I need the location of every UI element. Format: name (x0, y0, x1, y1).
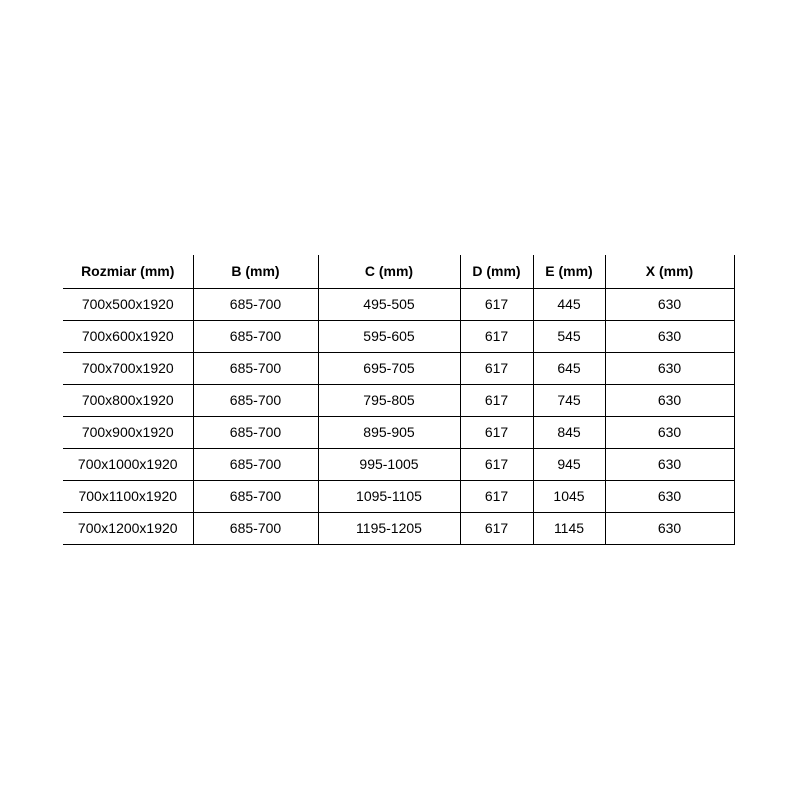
table-cell: 645 (533, 352, 606, 385)
column-header: B (mm) (193, 255, 319, 289)
table-cell: 700x500x1920 (63, 288, 194, 321)
table-cell: 895-905 (318, 416, 461, 449)
table-cell: 685-700 (193, 512, 319, 545)
header-row: Rozmiar (mm) B (mm) C (mm) D (mm) E (mm) X (m… (63, 255, 735, 289)
table-cell: 945 (533, 448, 606, 481)
table-cell: 700x600x1920 (63, 320, 194, 353)
table-cell: 617 (460, 480, 534, 513)
table-cell: 617 (460, 384, 534, 417)
column-header: X (mm) (605, 255, 735, 289)
table-cell: 617 (460, 448, 534, 481)
table-cell: 495-505 (318, 288, 461, 321)
column-header: E (mm) (533, 255, 606, 289)
column-header: D (mm) (460, 255, 534, 289)
table-cell: 685-700 (193, 480, 319, 513)
table-cell: 995-1005 (318, 448, 461, 481)
column-header: C (mm) (318, 255, 461, 289)
table-row: 700x500x1920 685-700 495-505 617 445 630 (63, 288, 735, 321)
table-row: 700x1000x1920 685-700 995-1005 617 945 630 (63, 448, 735, 481)
table-row: 700x1100x1920 685-700 1095-1105 617 1045 630 (63, 480, 735, 513)
table-cell: 1095-1105 (318, 480, 461, 513)
table-cell: 700x900x1920 (63, 416, 194, 449)
table-row: 700x1200x1920 685-700 1195-1205 617 1145 630 (63, 512, 735, 545)
table-cell: 700x1200x1920 (63, 512, 194, 545)
table-cell: 685-700 (193, 320, 319, 353)
table-cell: 1145 (533, 512, 606, 545)
table-cell: 445 (533, 288, 606, 321)
table-cell: 685-700 (193, 416, 319, 449)
table-cell: 745 (533, 384, 606, 417)
table-cell: 685-700 (193, 448, 319, 481)
table-cell: 630 (605, 384, 735, 417)
table-cell: 617 (460, 416, 534, 449)
table-header: Rozmiar (mm) B (mm) C (mm) D (mm) E (mm) X (m… (63, 255, 735, 289)
table-cell: 630 (605, 512, 735, 545)
table-cell: 700x700x1920 (63, 352, 194, 385)
table-cell: 630 (605, 480, 735, 513)
table-cell: 795-805 (318, 384, 461, 417)
table-cell: 617 (460, 288, 534, 321)
table-cell: 630 (605, 448, 735, 481)
table-cell: 700x1000x1920 (63, 448, 194, 481)
table-body: 700x500x1920 685-700 495-505 617 445 630 700x6… (63, 288, 735, 545)
table-cell: 695-705 (318, 352, 461, 385)
table-cell: 630 (605, 352, 735, 385)
table-cell: 1195-1205 (318, 512, 461, 545)
table-cell: 685-700 (193, 288, 319, 321)
column-header: Rozmiar (mm) (63, 255, 194, 289)
table-row: 700x700x1920 685-700 695-705 617 645 630 (63, 352, 735, 385)
table-cell: 1045 (533, 480, 606, 513)
table-cell: 685-700 (193, 384, 319, 417)
table-cell: 630 (605, 320, 735, 353)
table-row: 700x900x1920 685-700 895-905 617 845 630 (63, 416, 735, 449)
table-cell: 845 (533, 416, 606, 449)
table-cell: 545 (533, 320, 606, 353)
table-cell: 617 (460, 352, 534, 385)
table-cell: 630 (605, 288, 735, 321)
table-row: 700x800x1920 685-700 795-805 617 745 630 (63, 384, 735, 417)
table-cell: 595-605 (318, 320, 461, 353)
table-cell: 700x1100x1920 (63, 480, 194, 513)
table-cell: 630 (605, 416, 735, 449)
table-row: 700x600x1920 685-700 595-605 617 545 630 (63, 320, 735, 353)
table-cell: 617 (460, 512, 534, 545)
table-cell: 617 (460, 320, 534, 353)
dimensions-table: Rozmiar (mm) B (mm) C (mm) D (mm) E (mm) X (m… (63, 255, 735, 545)
table-cell: 685-700 (193, 352, 319, 385)
table-cell: 700x800x1920 (63, 384, 194, 417)
